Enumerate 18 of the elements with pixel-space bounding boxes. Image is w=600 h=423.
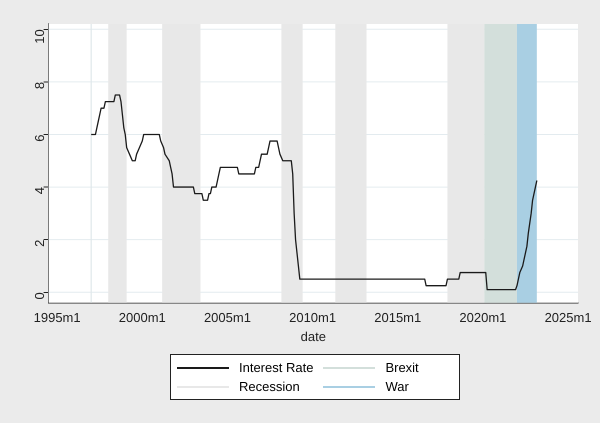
legend-label: Interest Rate (239, 360, 314, 375)
x-tick-label: 2005m1 (204, 310, 251, 326)
legend-label: War (385, 379, 409, 394)
x-tick-label: 2010m1 (289, 310, 336, 326)
x-tick-label: 2015m1 (374, 310, 422, 326)
x-tick-label: 2020m1 (459, 310, 506, 326)
legend-label: Brexit (385, 360, 419, 375)
x-tick-label: 2000m1 (118, 310, 166, 326)
legend-label: Recession (239, 379, 300, 394)
y-tick-label: 10 (32, 29, 48, 44)
y-tick-label: 8 (32, 82, 48, 90)
x-tick-label: 1995m1 (34, 310, 81, 326)
y-tick-label: 6 (32, 134, 48, 142)
y-tick-label: 0 (32, 292, 48, 300)
y-tick-label: 2 (32, 240, 48, 247)
x-axis-title: date (300, 328, 326, 344)
y-tick-label: 4 (32, 187, 48, 194)
x-tick-label: 2025m1 (544, 310, 592, 326)
